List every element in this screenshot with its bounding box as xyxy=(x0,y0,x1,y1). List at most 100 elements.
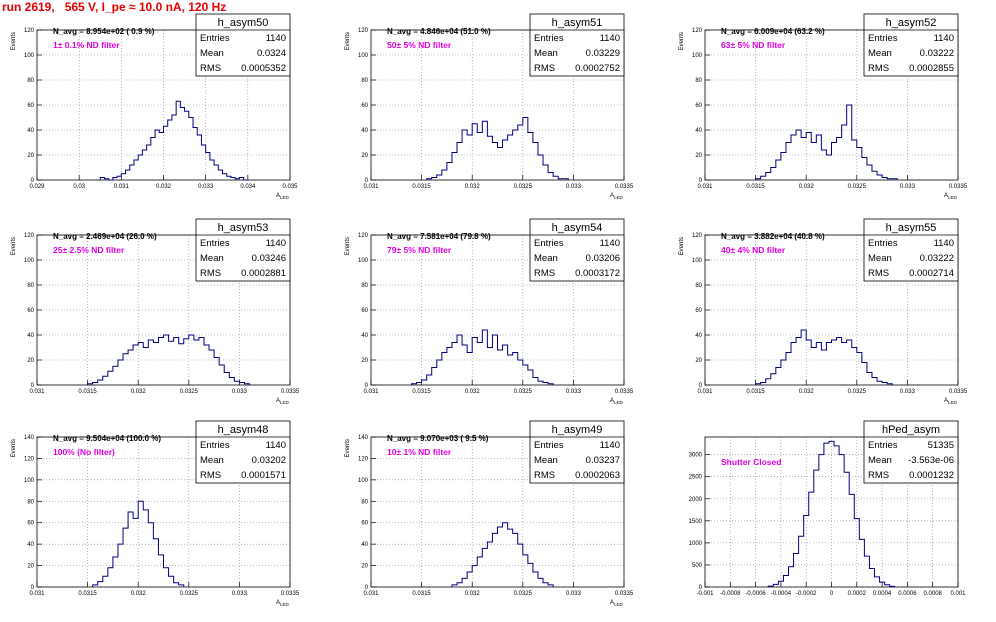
y-tick-label: 100 xyxy=(358,53,369,59)
histogram-bin xyxy=(523,555,528,587)
y-tick-label: 80 xyxy=(361,78,368,84)
y-tick-label: 80 xyxy=(695,283,702,289)
stat-value: -3.563e-06 xyxy=(908,455,954,466)
histogram-bin xyxy=(834,446,839,587)
y-tick-label: 120 xyxy=(358,233,369,239)
histogram-bin xyxy=(837,338,842,386)
filter-annotation: Shutter Closed xyxy=(721,457,781,467)
x-tick-label: 0.0335 xyxy=(615,591,634,597)
histogram-bin xyxy=(548,173,553,181)
histogram-bin xyxy=(778,581,783,587)
y-tick-label: 0 xyxy=(31,585,35,591)
run-title: run 2619, 565 V, I_pe ≈ 10.0 nA, 120 Hz xyxy=(2,0,227,14)
histogram-bin xyxy=(821,150,826,180)
y-tick-label: 120 xyxy=(692,28,703,34)
histogram-bin xyxy=(477,343,482,386)
histogram-bin xyxy=(832,143,837,181)
histogram-bin xyxy=(857,353,862,386)
x-tick-label: 0.033 xyxy=(232,591,248,597)
x-tick-label: 0.0335 xyxy=(281,591,300,597)
stat-label: RMS xyxy=(534,63,555,74)
x-tick-label: 0.0325 xyxy=(180,591,199,597)
plot-frame xyxy=(370,436,625,588)
stat-value: 0.03229 xyxy=(586,48,620,59)
y-tick-label: 80 xyxy=(27,78,34,84)
histogram-bin xyxy=(467,135,472,180)
stat-value: 0.03222 xyxy=(920,253,954,264)
plot-frame xyxy=(36,436,291,588)
histogram-bin xyxy=(159,133,163,181)
histogram-bin xyxy=(854,519,859,587)
histogram-bin xyxy=(138,501,143,587)
histogram-bin xyxy=(457,143,462,181)
navg-label: N_avg = 2.469e+04 (26.0 %) xyxy=(53,232,157,241)
y-tick-label: 0 xyxy=(699,178,703,184)
stats-box xyxy=(195,420,291,484)
y-tick-label: 0 xyxy=(365,585,369,591)
histogram-bin xyxy=(148,340,153,385)
x-tick-label: 0.032 xyxy=(799,389,815,395)
x-tick-label: 0.033 xyxy=(900,389,916,395)
histogram-bin xyxy=(128,350,133,385)
stat-label: Mean xyxy=(200,253,224,264)
histogram-bin xyxy=(477,133,482,181)
histogram-bin xyxy=(437,175,442,180)
y-axis-label: Events xyxy=(11,32,17,50)
navg-label: N_avg = 9.504e+04 (100.0 %) xyxy=(53,434,161,443)
histogram-bin xyxy=(842,125,847,180)
histogram-bin xyxy=(210,160,214,180)
stat-value: 1140 xyxy=(600,33,620,44)
histogram-outline xyxy=(87,334,251,385)
histogram-bin xyxy=(218,170,222,180)
y-tick-label: 60 xyxy=(27,308,34,314)
histogram-bin xyxy=(832,340,837,385)
stat-label: RMS xyxy=(534,268,555,279)
histogram-bin xyxy=(875,577,880,587)
y-tick-label: 40 xyxy=(695,128,702,134)
x-tick-label: 0.0335 xyxy=(615,184,634,190)
x-tick-label: 0.0325 xyxy=(848,389,867,395)
histogram-bin xyxy=(197,135,201,180)
y-tick-label: 60 xyxy=(695,103,702,109)
histogram-bin xyxy=(543,583,548,587)
x-tick-label: 0.029 xyxy=(29,184,45,190)
stat-value: 0.0001571 xyxy=(241,470,286,481)
histogram-bin xyxy=(123,354,128,385)
x-tick-label: 0.0002 xyxy=(848,591,867,597)
stat-label: Entries xyxy=(200,440,230,451)
x-tick-label: 0.0315 xyxy=(746,389,765,395)
histogram-bin xyxy=(766,173,771,181)
histogram-bin xyxy=(98,380,103,385)
histogram-bin xyxy=(134,160,138,180)
histogram-bin xyxy=(819,455,824,587)
x-tick-label: 0.0006 xyxy=(898,591,917,597)
histogram-bin xyxy=(189,335,194,385)
histogram-bin xyxy=(164,568,169,587)
stat-value: 1140 xyxy=(600,238,620,249)
histogram-bin xyxy=(811,143,816,181)
histogram-bin xyxy=(523,118,528,181)
navg-label: N_avg = 7.581e+04 (79.8 %) xyxy=(387,232,491,241)
x-tick-label: 0.033 xyxy=(900,184,916,190)
x-axis-label: ALED xyxy=(610,600,624,607)
y-tick-label: 20 xyxy=(27,153,34,159)
histogram-bin xyxy=(781,360,786,385)
x-tick-label: 0.0325 xyxy=(848,184,867,190)
histogram-bin xyxy=(503,345,508,385)
histogram-bin xyxy=(809,492,814,587)
x-tick-label: -0.001 xyxy=(696,591,714,597)
x-axis-label: ALED xyxy=(944,398,958,405)
x-axis-label: ALED xyxy=(276,398,290,405)
navg-label: N_avg = 4.846e+04 (51.0 %) xyxy=(387,27,491,36)
x-tick-label: 0.0315 xyxy=(412,591,431,597)
histogram-bin xyxy=(223,174,227,180)
x-tick-label: 0.033 xyxy=(198,184,214,190)
x-tick-label: 0.0008 xyxy=(924,591,943,597)
histogram-bin xyxy=(432,368,437,386)
histogram-bin xyxy=(103,576,108,587)
y-tick-label: 80 xyxy=(361,499,368,505)
histogram-bin xyxy=(776,160,781,180)
x-tick-label: -0.0004 xyxy=(771,591,792,597)
histogram-panel-h_asym55: 0 20 40 60 80 100 120 0.031 0.0315 0.032 0.0325 0.0… xyxy=(679,218,968,405)
histogram-bin xyxy=(786,143,791,181)
